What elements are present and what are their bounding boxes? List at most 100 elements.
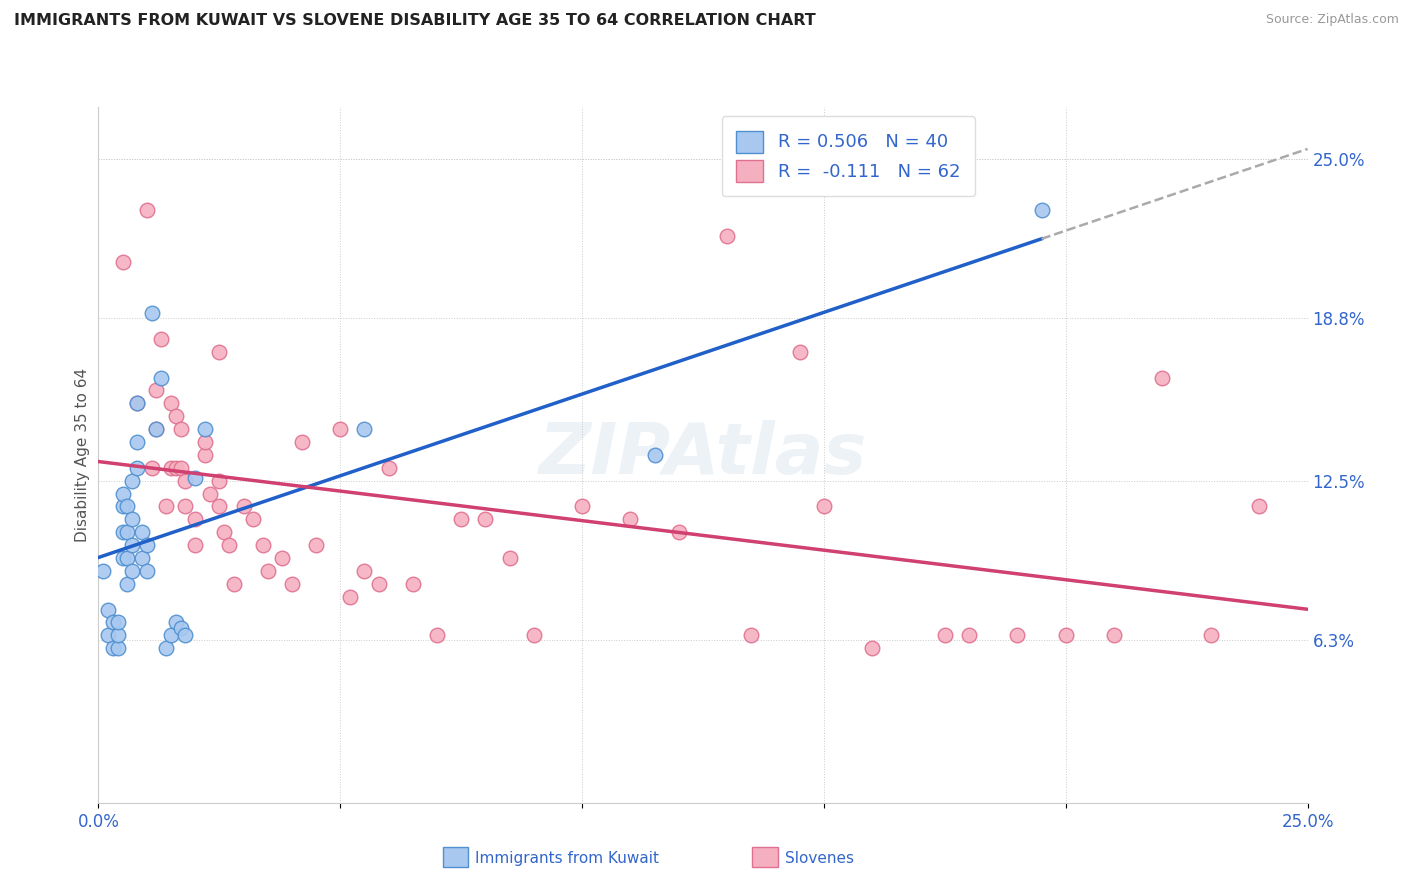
Point [117, 576, 139, 591]
Point [208, 474, 231, 488]
Point [165, 615, 187, 630]
Point [232, 500, 254, 514]
Point [716, 228, 738, 243]
Point [91, 564, 114, 578]
Point [1031, 203, 1053, 218]
Point [135, 538, 157, 552]
Point [145, 422, 167, 436]
Point [256, 564, 278, 578]
Point [97, 602, 120, 616]
Point [169, 460, 191, 475]
Point [111, 486, 134, 500]
Point [194, 448, 217, 462]
Text: IMMIGRANTS FROM KUWAIT VS SLOVENE DISABILITY AGE 35 TO 64 CORRELATION CHART: IMMIGRANTS FROM KUWAIT VS SLOVENE DISABI… [14, 13, 815, 29]
Point [127, 435, 149, 450]
Point [194, 422, 217, 436]
Point [101, 615, 124, 630]
Point [619, 512, 641, 526]
Point [339, 590, 361, 604]
Text: Source: ZipAtlas.com: Source: ZipAtlas.com [1265, 13, 1399, 27]
Point [174, 628, 197, 642]
Point [145, 384, 167, 398]
Point [194, 435, 217, 450]
Point [169, 422, 191, 436]
Point [141, 306, 163, 320]
Legend: R = 0.506   N = 40, R =  -0.111   N = 62: R = 0.506 N = 40, R = -0.111 N = 62 [721, 116, 974, 196]
Point [813, 500, 835, 514]
Point [117, 551, 139, 566]
Point [165, 409, 187, 424]
Point [368, 576, 391, 591]
Point [169, 621, 191, 635]
Point [121, 474, 143, 488]
Point [135, 203, 157, 218]
Text: Immigrants from Kuwait: Immigrants from Kuwait [475, 851, 659, 865]
Point [160, 460, 183, 475]
Point [107, 628, 129, 642]
Point [208, 344, 231, 359]
Point [141, 460, 163, 475]
Point [101, 641, 124, 656]
Point [498, 551, 520, 566]
Point [145, 422, 167, 436]
Point [121, 538, 143, 552]
Point [107, 641, 129, 656]
Point [155, 641, 177, 656]
Point [174, 500, 197, 514]
Point [353, 422, 375, 436]
Point [117, 525, 139, 540]
Point [184, 512, 207, 526]
Point [740, 628, 762, 642]
Point [117, 500, 139, 514]
Point [1054, 628, 1077, 642]
Point [131, 525, 153, 540]
Point [934, 628, 956, 642]
Point [1102, 628, 1125, 642]
Point [353, 564, 375, 578]
Point [290, 435, 312, 450]
Point [242, 512, 264, 526]
Point [150, 370, 173, 384]
Text: ZIPAtlas: ZIPAtlas [538, 420, 868, 490]
Point [222, 576, 245, 591]
Point [160, 396, 183, 410]
Point [121, 564, 143, 578]
Point [668, 525, 690, 540]
Point [329, 422, 352, 436]
Point [1199, 628, 1222, 642]
Point [107, 615, 129, 630]
Y-axis label: Disability Age 35 to 64: Disability Age 35 to 64 [75, 368, 90, 542]
Point [450, 512, 472, 526]
Point [377, 460, 399, 475]
Point [131, 551, 153, 566]
Point [426, 628, 449, 642]
Point [474, 512, 496, 526]
Point [111, 525, 134, 540]
Point [1152, 370, 1174, 384]
Point [127, 396, 149, 410]
Point [174, 474, 197, 488]
Point [571, 500, 593, 514]
Point [281, 576, 304, 591]
Point [165, 460, 187, 475]
Point [252, 538, 274, 552]
Point [402, 576, 425, 591]
Point [155, 500, 177, 514]
Text: Slovenes: Slovenes [785, 851, 853, 865]
Point [523, 628, 546, 642]
Point [789, 344, 811, 359]
Point [135, 564, 157, 578]
Point [150, 332, 173, 346]
Point [1249, 500, 1271, 514]
Point [184, 471, 207, 485]
Point [111, 551, 134, 566]
Point [111, 254, 134, 268]
Point [644, 448, 666, 462]
Point [271, 551, 294, 566]
Point [184, 538, 207, 552]
Point [305, 538, 328, 552]
Point [127, 460, 149, 475]
Point [208, 500, 231, 514]
Point [957, 628, 980, 642]
Point [121, 512, 143, 526]
